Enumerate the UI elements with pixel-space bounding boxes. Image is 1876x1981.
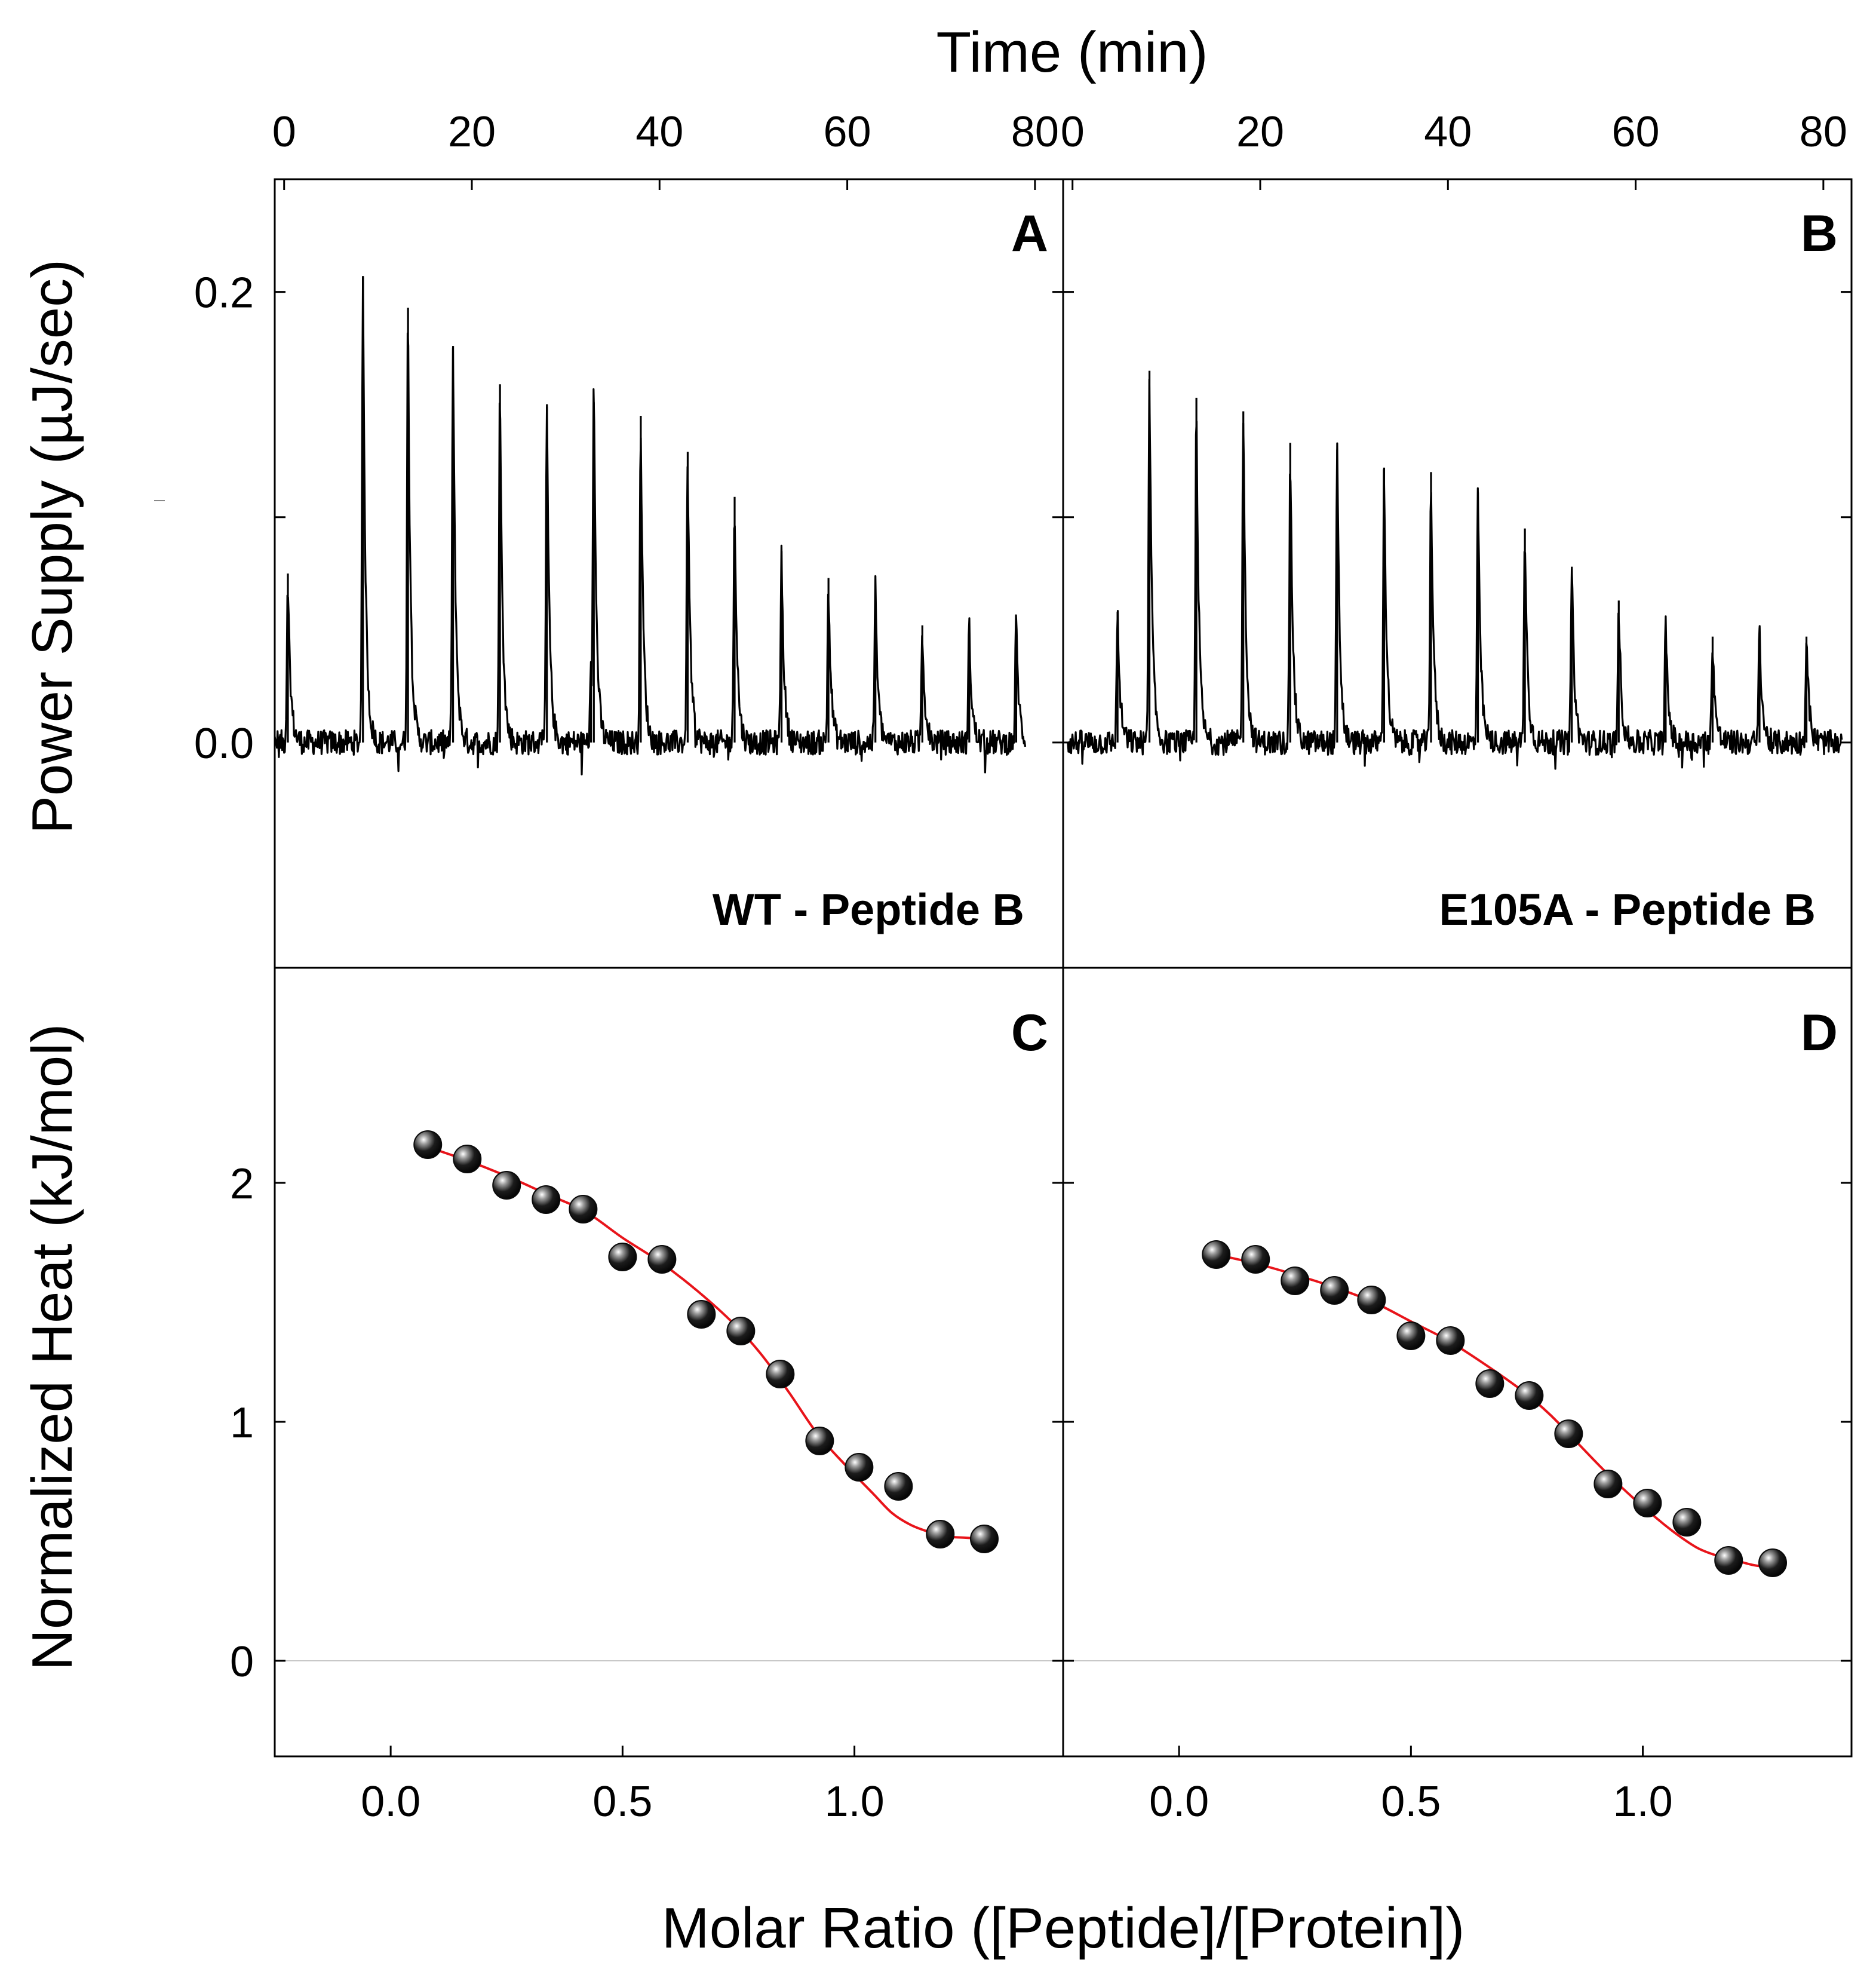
- panel-c-data-point: [413, 1130, 443, 1159]
- top-x-tick-label: 80: [1800, 108, 1847, 156]
- panel-c-data-point: [647, 1245, 677, 1274]
- bottom-x-axis-title: Molar Ratio ([Peptide]/[Protein]): [662, 1896, 1465, 1960]
- panel-d-binding-isotherm: [1064, 1240, 1852, 1661]
- top-y-axis-title: Power Supply (µJ/sec): [20, 259, 84, 834]
- bottom-x-tick-label: 0.0: [1149, 1778, 1209, 1826]
- panel-d-data-point: [1714, 1546, 1743, 1575]
- bottom-y-tick-label: 1: [230, 1399, 254, 1447]
- panel-c-data-point: [805, 1427, 834, 1455]
- panel-d-data-point: [1475, 1369, 1505, 1398]
- panel-c-data-point: [766, 1360, 795, 1388]
- bottom-x-tick-label: 1.0: [1613, 1778, 1673, 1826]
- top-x-axis-title: Time (min): [936, 20, 1208, 84]
- panel-d-data-point: [1396, 1321, 1426, 1350]
- panel-letter-c: C: [1011, 1004, 1048, 1062]
- top-x-tick-label: 20: [1236, 108, 1284, 156]
- top-x-tick-label: 0: [1061, 108, 1085, 156]
- tick-labels: 0 20 40 60 80 0 20 40 60 800.0 0.5 1.0 0.0 0.5 1.00.00…: [194, 108, 1847, 1826]
- panel-letter-b: B: [1801, 205, 1838, 262]
- panel-c-data-point: [608, 1243, 637, 1271]
- panel-c-data-point: [970, 1525, 999, 1553]
- panel-d-data-point: [1633, 1489, 1662, 1517]
- bottom-x-tick-label: 0.5: [1381, 1778, 1441, 1826]
- top-x-tick-label: 0: [272, 108, 296, 156]
- panel-letter-d: D: [1801, 1004, 1838, 1062]
- panel-c-data-point: [687, 1300, 716, 1329]
- panel-d-data-point: [1515, 1381, 1544, 1410]
- bottom-y-tick-label: 2: [230, 1160, 254, 1208]
- panel-letter-a: A: [1011, 205, 1048, 262]
- panel-d-data-point: [1357, 1286, 1386, 1314]
- bottom-y-tick-label: 0: [230, 1638, 254, 1686]
- panel-b-sample-label: E105A - Peptide B: [1439, 885, 1816, 934]
- panel-c-data-point: [532, 1185, 561, 1214]
- panel-c-binding-isotherm: [275, 1130, 1062, 1661]
- top-x-tick-label: 20: [448, 108, 496, 156]
- panel-a-sample-label: WT - Peptide B: [713, 885, 1024, 934]
- top-x-tick-label: 80: [1011, 108, 1059, 156]
- panel-d-data-point: [1202, 1240, 1231, 1269]
- panel-d-data-point: [1672, 1508, 1702, 1537]
- panel-c-data-point: [492, 1171, 521, 1200]
- panel-c-data-point: [845, 1453, 874, 1482]
- panel-d-data-point: [1758, 1548, 1787, 1577]
- panel-d-data-point: [1593, 1470, 1623, 1498]
- panel-c-data-point: [884, 1472, 913, 1501]
- panel-d-data-point: [1436, 1326, 1465, 1355]
- top-x-tick-label: 60: [1612, 108, 1660, 156]
- panel-b-thermogram: [1067, 370, 1843, 770]
- panel-c-data-point: [726, 1317, 756, 1345]
- plot-frame: [154, 178, 1853, 1758]
- top-x-tick-label: 60: [824, 108, 871, 156]
- panel-a-trace: [275, 277, 1027, 775]
- top-x-tick-label: 40: [635, 108, 683, 156]
- bottom-y-axis-title: Normalized Heat (kJ/mol): [20, 1024, 84, 1671]
- panel-d-data-point: [1281, 1267, 1310, 1295]
- panel-d-data-point: [1241, 1245, 1270, 1274]
- bottom-x-tick-label: 0.0: [361, 1778, 420, 1826]
- top-y-tick-label: 0.0: [194, 720, 254, 768]
- bottom-x-tick-label: 1.0: [825, 1778, 885, 1826]
- panel-c-data-point: [926, 1520, 955, 1548]
- top-y-tick-label: 0.2: [194, 269, 254, 317]
- bottom-x-tick-label: 0.5: [592, 1778, 652, 1826]
- panel-d-data-point: [1320, 1276, 1349, 1305]
- panel-c-data-point: [569, 1195, 598, 1223]
- panel-a-thermogram: [275, 276, 1027, 775]
- panel-b-trace: [1067, 378, 1843, 770]
- top-x-tick-label: 40: [1424, 108, 1472, 156]
- panel-c-data-point: [453, 1145, 482, 1173]
- panel-d-data-point: [1554, 1419, 1583, 1448]
